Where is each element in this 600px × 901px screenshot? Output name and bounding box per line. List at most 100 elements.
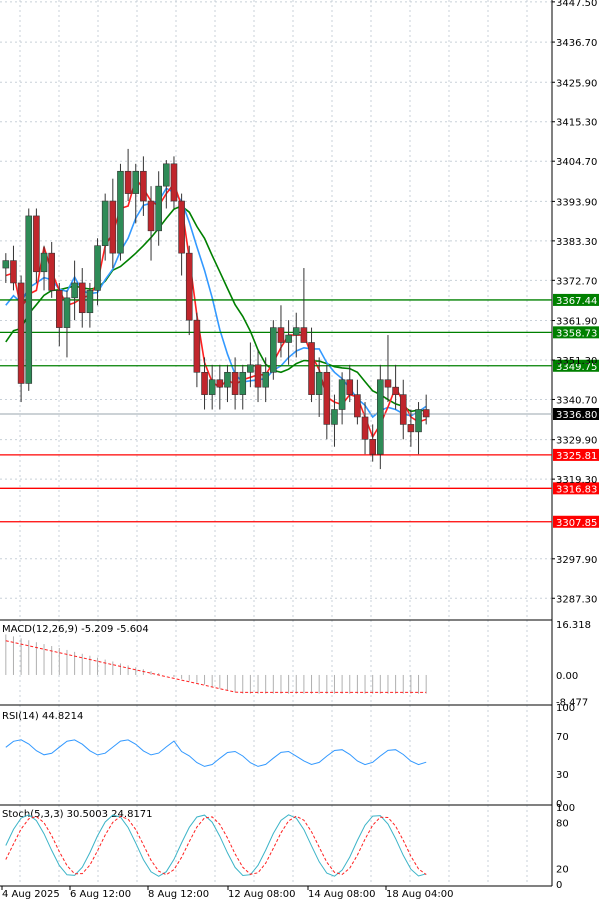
candle-bear [384,379,392,388]
level-tag [553,448,599,461]
candle-bear [10,260,17,284]
price-tick-label: 3319.30 [556,475,597,486]
price-tick-label: 3393.90 [556,197,597,208]
stoch-tick-label: 20 [556,865,569,876]
candle-bear [17,282,25,384]
level-tag [553,326,599,339]
candle-bear [178,200,185,254]
macd-panel: MACD(12,26,9) -5.209 -5.604 16.318 0.00 -8.… [2,620,591,708]
current-price-label: 3336.80 [556,410,597,421]
price-axis: 3447.50 3436.70 3425.90 3415.30 3404.70 3393.… [552,0,597,605]
rsi-tick-label: 0 [556,799,562,810]
level-tag [553,293,599,306]
candle-bear [78,282,86,314]
stoch-tick-label: 100 [556,803,575,814]
price-tick-label: 3436.70 [556,38,597,49]
macd-signal-line [5,640,427,693]
candle-bull [247,364,254,373]
candle-bull [117,170,124,254]
candle-bear [56,290,63,328]
level-tag [553,515,599,528]
time-tick-label: 8 Aug 12:00 [148,889,209,900]
rsi-tick-label: 30 [556,770,569,781]
candle-bull [71,282,78,299]
price-tick-label: 3361.90 [556,317,597,328]
candle-bull [224,371,231,388]
stoch-d-line [5,815,427,876]
price-tick-label: 3415.30 [556,118,597,129]
time-tick-label: 18 Aug 04:00 [386,889,453,900]
stoch-tick-label: 80 [556,818,569,829]
candle-bull [331,409,338,425]
price-tick-label: 3404.70 [556,157,597,168]
level-label: 3316.83 [556,484,597,495]
current-price-tag [553,407,599,420]
candle-bull [338,379,346,410]
candle-bear [407,424,415,433]
level-label: 3367.44 [556,296,597,307]
price-tick-label: 3425.90 [556,78,597,89]
candle-bear [201,371,208,395]
candle-bull [63,297,71,328]
candle-bull [155,185,162,232]
price-tick-label: 3287.30 [556,594,597,605]
candle-bull [94,245,101,291]
rsi-tick-label: 70 [556,732,569,743]
candle-bear [300,327,308,343]
candle-bear [33,215,40,273]
candle-bull [208,379,216,395]
candle-bull [315,371,323,395]
rsi-label: RSI(14) 44.8214 [2,711,83,722]
candles [2,148,430,470]
candle-bull [270,327,277,373]
time-tick-label: 14 Aug 08:00 [308,889,375,900]
time-tick-label: 4 Aug 2025 [2,889,60,900]
level-label: 3307.85 [556,518,597,529]
candle-bull [377,379,384,455]
time-tick-label: 12 Aug 08:00 [228,889,295,900]
candle-bear [354,394,361,418]
candle-bear [124,170,132,194]
candle-bear [185,252,193,321]
candle-bull [239,371,247,395]
price-tick-label: 3340.70 [556,395,597,406]
candle-bear [193,319,201,373]
candle-bear [48,252,55,291]
level-label: 3349.75 [556,362,597,373]
stoch-label: Stoch(5,3,3) 30.5003 24.8171 [2,809,153,820]
candle-bull [285,334,292,343]
candle-bear [140,170,147,202]
level-label: 3325.81 [556,451,597,462]
stoch-tick-label: 0 [556,880,562,891]
stoch-panel: Stoch(5,3,3) 30.5003 24.8171 100 80 20 0 [2,803,575,891]
level-label: 3358.73 [556,328,597,339]
candle-bear [170,163,178,202]
candle-bear [346,379,354,395]
candle-bull [2,260,10,269]
grid [0,0,553,887]
time-axis: 4 Aug 2025 6 Aug 12:00 8 Aug 12:00 12 Aug 0… [1,886,453,900]
rsi-panel: RSI(14) 44.8214 100 70 30 0 [2,703,575,810]
candle-bear [216,379,224,388]
rsi-line [5,739,427,767]
price-tick-label: 3351.30 [556,356,597,367]
candle-bull [101,200,109,247]
rsi-tick-label: 100 [556,703,575,714]
macd-tick-label: -8.477 [556,697,588,708]
candle-bull [163,163,170,187]
candle-bull [25,215,33,384]
candle-bull [262,371,269,388]
price-tick-label: 3297.90 [556,555,597,566]
macd-label: MACD(12,26,9) -5.209 -5.604 [2,624,149,635]
price-tick-label: 3383.30 [556,237,597,248]
time-tick-label: 6 Aug 12:00 [70,889,131,900]
candle-bear [147,200,155,232]
level-tag [553,359,599,372]
candle-bear [369,439,376,455]
candle-bull [292,327,300,336]
candle-bear [308,342,315,395]
candle-bear [277,327,285,343]
macd-tick-label: 16.318 [556,620,591,631]
candle-bear [361,416,369,440]
candle-bear [392,386,399,395]
